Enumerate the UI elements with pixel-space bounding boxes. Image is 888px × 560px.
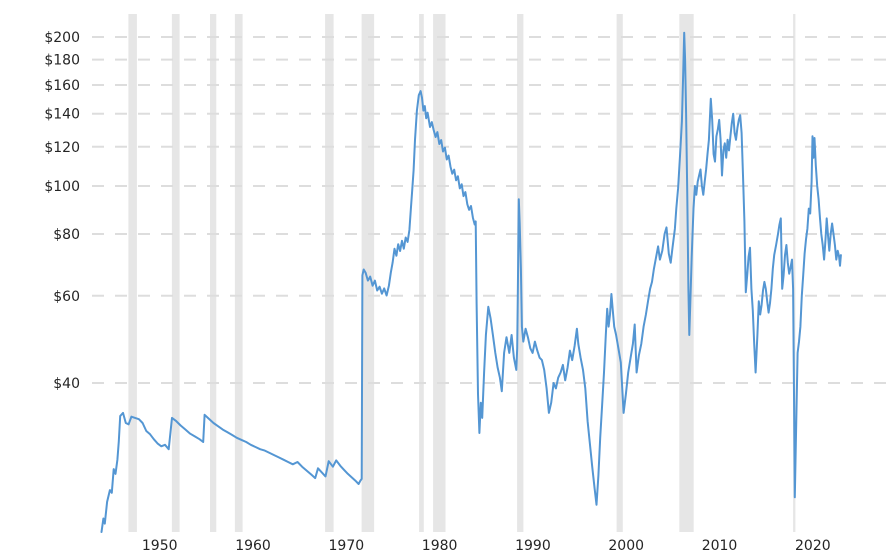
x-tick-label: 2020 bbox=[795, 538, 831, 554]
x-tick-label: 2010 bbox=[702, 538, 738, 554]
x-axis-labels: 1950 1960 1970 1980 1990 2000 2010 2020 bbox=[142, 538, 831, 554]
recession-band bbox=[616, 14, 623, 532]
x-tick-label: 2000 bbox=[608, 538, 644, 554]
y-tick-label: $80 bbox=[53, 227, 80, 243]
y-axis-labels: $200 $180 $160 $140 $120 $100 $80 $60 $40 bbox=[44, 30, 80, 392]
y-tick-label: $40 bbox=[53, 376, 80, 392]
price-line bbox=[100, 31, 842, 533]
recession-band bbox=[234, 14, 243, 532]
recession-bands bbox=[128, 14, 796, 532]
y-gridlines bbox=[92, 36, 886, 384]
recession-band bbox=[210, 14, 217, 532]
recession-band bbox=[325, 14, 334, 532]
y-tick-label: $60 bbox=[53, 289, 80, 305]
x-tick-label: 1950 bbox=[142, 538, 178, 554]
recession-band bbox=[128, 14, 137, 532]
recession-band bbox=[433, 14, 446, 532]
y-tick-label: $140 bbox=[44, 107, 80, 123]
recession-band bbox=[361, 14, 375, 532]
x-tick-label: 1970 bbox=[329, 538, 365, 554]
y-tick-label: $160 bbox=[44, 78, 80, 94]
y-tick-label: $120 bbox=[44, 140, 80, 156]
x-tick-label: 1960 bbox=[235, 538, 271, 554]
y-tick-label: $200 bbox=[44, 30, 80, 46]
recession-band bbox=[419, 14, 424, 532]
y-tick-label: $100 bbox=[44, 179, 80, 195]
recession-band bbox=[171, 14, 180, 532]
recession-band bbox=[793, 14, 796, 532]
x-tick-label: 1990 bbox=[515, 538, 551, 554]
x-tick-label: 1980 bbox=[422, 538, 458, 554]
recession-band bbox=[679, 14, 694, 532]
y-tick-label: $180 bbox=[44, 53, 80, 69]
